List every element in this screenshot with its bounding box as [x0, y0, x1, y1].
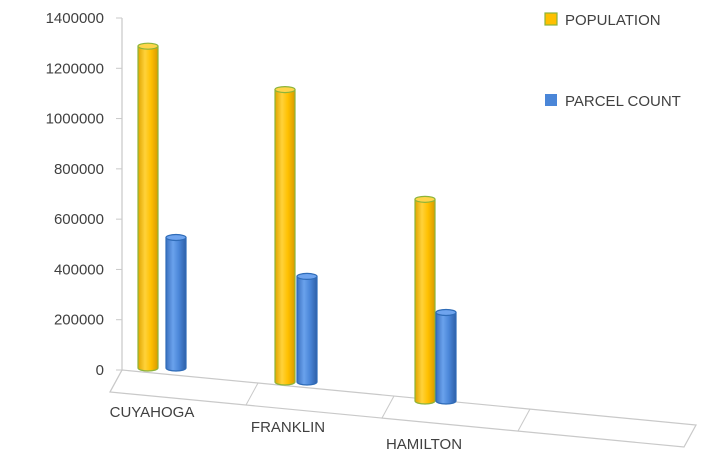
y-axis-ticks: 0 200000 400000 600000 800000 1000000 1200000 1…: [46, 10, 122, 379]
y-tick-label: 600000: [54, 211, 104, 228]
bar-population: [414, 195, 436, 405]
floor-divider: [245, 382, 259, 406]
bar-population-body: [137, 45, 159, 372]
bar-parcel-count: [165, 233, 187, 372]
bar-parcel-count-top: [296, 272, 318, 280]
y-tick-label: 400000: [54, 261, 104, 278]
bar-parcel-count: [435, 308, 457, 405]
category-labels: CUYAHOGA FRANKLIN HAMILTON: [110, 404, 462, 453]
legend-swatch-population: [544, 12, 558, 26]
bar-population: [137, 42, 159, 372]
bar-parcel-count-body: [435, 311, 457, 405]
legend-label-parcel-count: PARCEL COUNT: [565, 93, 681, 110]
bar-parcel-count-body: [165, 236, 187, 372]
legend: POPULATION PARCEL COUNT: [544, 12, 681, 110]
legend-swatch-parcel-count: [545, 94, 557, 106]
bar-parcel-count-top: [435, 308, 457, 317]
bar-parcel-count-top: [165, 233, 187, 242]
y-tick-label: 1400000: [46, 10, 104, 27]
y-tick-label: 1000000: [46, 111, 104, 128]
bar-population-body: [274, 88, 296, 386]
bar-population-top: [414, 195, 436, 203]
floor-divider: [517, 408, 531, 432]
category-label: FRANKLIN: [251, 419, 325, 436]
floor-divider: [381, 395, 395, 419]
axes: [109, 18, 697, 448]
bar-population-top: [274, 85, 296, 94]
bar-population: [274, 85, 296, 386]
y-tick-label: 200000: [54, 312, 104, 329]
bars: [137, 42, 457, 405]
bar-parcel-count-body: [296, 275, 318, 386]
floor-divider: [109, 369, 123, 393]
y-tick-label: 0: [96, 362, 104, 379]
y-tick-label: 1200000: [46, 60, 104, 77]
legend-label-population: POPULATION: [565, 12, 661, 29]
category-label: HAMILTON: [386, 436, 462, 453]
y-tick-label: 800000: [54, 161, 104, 178]
bar-population-top: [137, 42, 159, 50]
bar-population-body: [414, 198, 436, 405]
category-label: CUYAHOGA: [110, 404, 195, 421]
bar-parcel-count: [296, 272, 318, 386]
